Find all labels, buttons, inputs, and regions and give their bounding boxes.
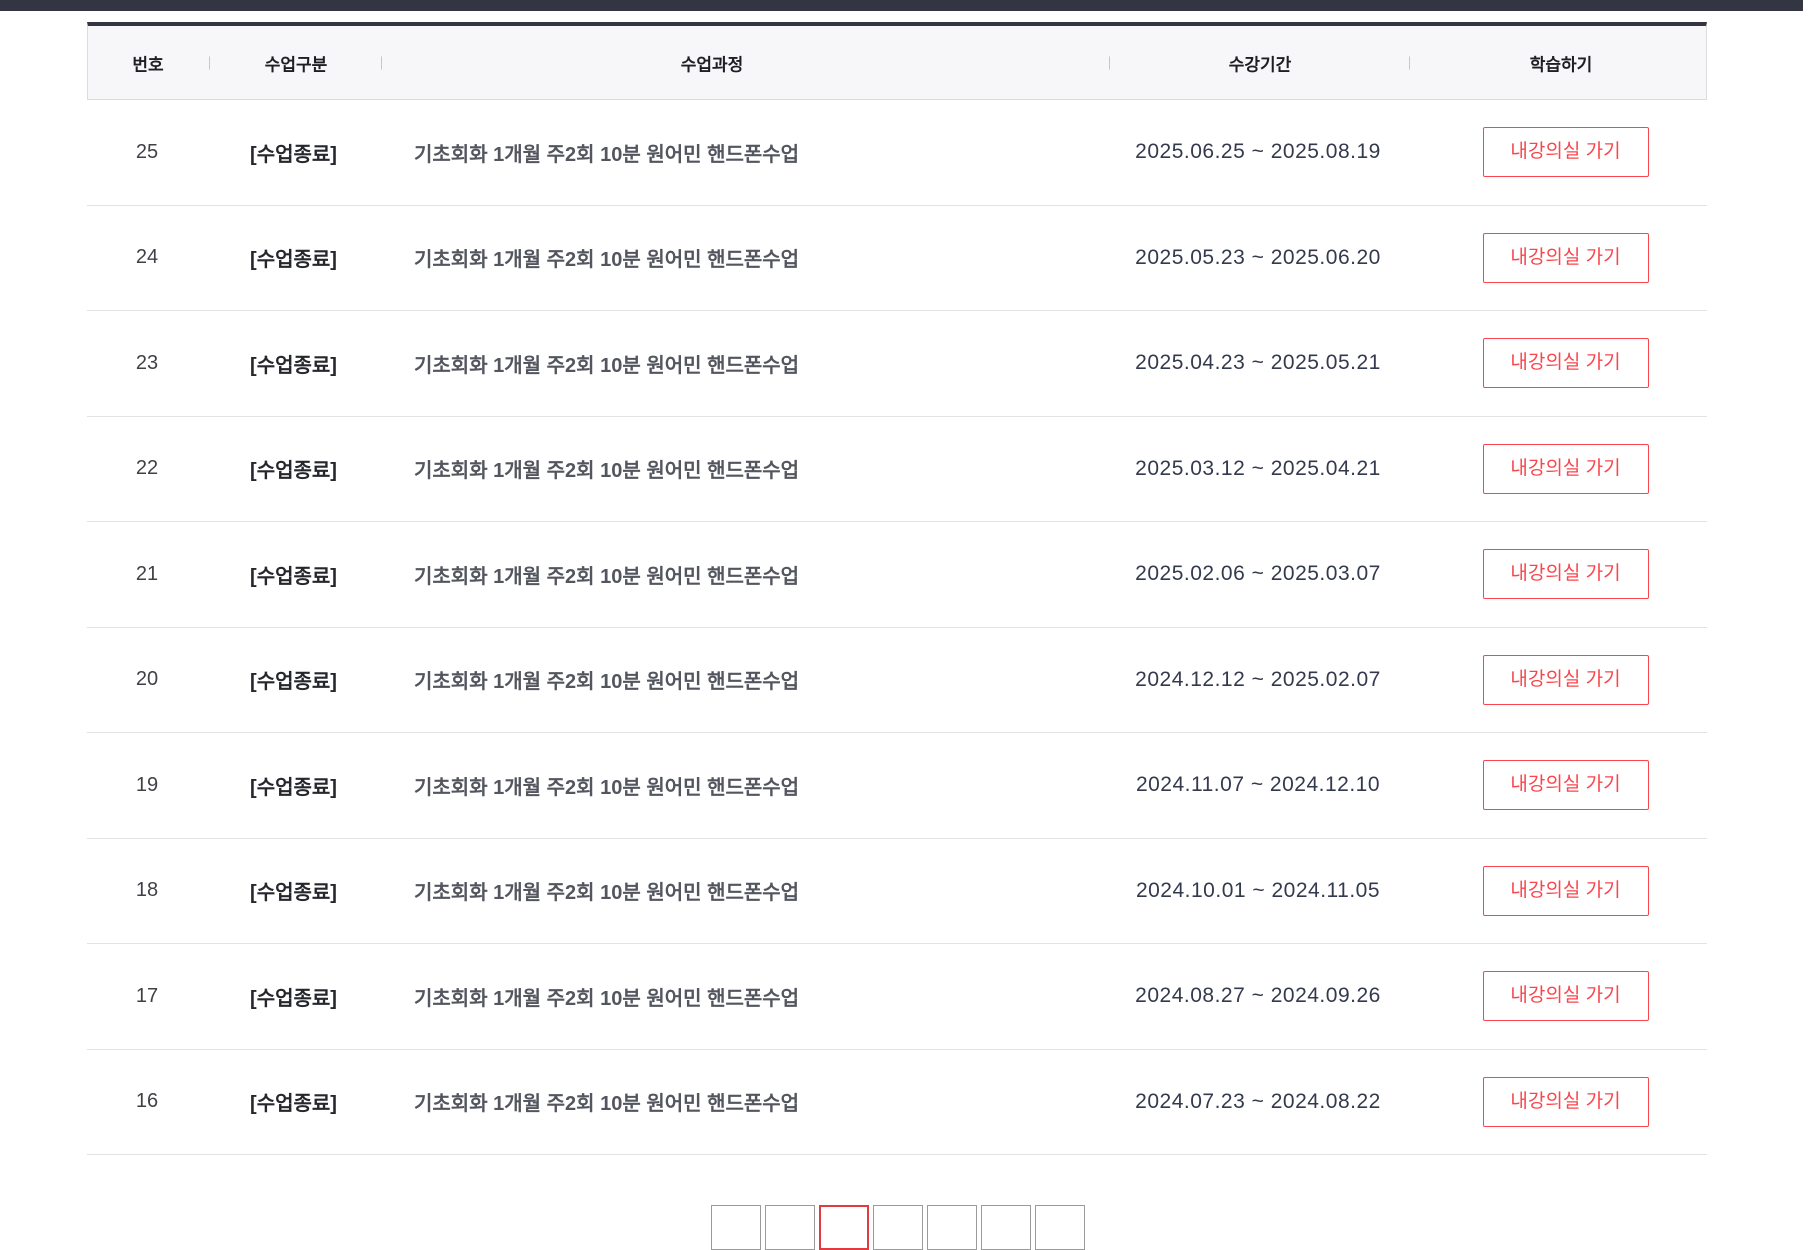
row-class-type: [수업종료]: [250, 671, 337, 694]
table-body: 25 [수업종료] 기초회화 1개월 주2회 10분 원어민 핸드폰수업 202…: [87, 100, 1707, 1155]
row-period: 2024.07.23 ~ 2024.08.22: [1135, 1089, 1381, 1113]
header-divider: [209, 56, 210, 69]
go-classroom-button[interactable]: 내강의실 가기: [1482, 971, 1649, 1022]
header-divider: [1409, 56, 1410, 69]
row-class-type: [수업종료]: [250, 987, 337, 1010]
header-divider: [381, 56, 382, 69]
row-class-type: [수업종료]: [250, 354, 337, 377]
header-course: 수업과정: [680, 55, 744, 74]
go-classroom-button[interactable]: 내강의실 가기: [1482, 549, 1649, 600]
table-row: 21 [수업종료] 기초회화 1개월 주2회 10분 원어민 핸드폰수업 202…: [87, 522, 1707, 628]
row-class-type: [수업종료]: [250, 776, 337, 799]
row-period: 2024.10.01 ~ 2024.11.05: [1135, 878, 1381, 902]
pagination-item[interactable]: [873, 1205, 923, 1250]
row-period: 2025.04.23 ~ 2025.05.21: [1135, 351, 1381, 375]
table-row: 23 [수업종료] 기초회화 1개월 주2회 10분 원어민 핸드폰수업 202…: [87, 311, 1707, 417]
table-row: 16 [수업종료] 기초회화 1개월 주2회 10분 원어민 핸드폰수업 202…: [87, 1049, 1707, 1155]
row-course-title: 기초회화 1개월 주2회 10분 원어민 핸드폰수업: [414, 460, 800, 483]
row-period: 2024.08.27 ~ 2024.09.26: [1135, 984, 1381, 1008]
row-course-title: 기초회화 1개월 주2회 10분 원어민 핸드폰수업: [414, 882, 800, 905]
row-period: 2025.05.23 ~ 2025.06.20: [1135, 245, 1381, 269]
row-course-title: 기초회화 1개월 주2회 10분 원어민 핸드폰수업: [414, 987, 800, 1010]
row-class-type: [수업종료]: [250, 565, 337, 588]
go-classroom-button[interactable]: 내강의실 가기: [1482, 127, 1649, 178]
row-course-title: 기초회화 1개월 주2회 10분 원어민 핸드폰수업: [414, 143, 800, 166]
top-nav-bar: [0, 0, 1803, 11]
table-row: 18 [수업종료] 기초회화 1개월 주2회 10분 원어민 핸드폰수업 202…: [87, 838, 1707, 944]
row-number: 17: [135, 984, 159, 1007]
row-number: 23: [135, 351, 159, 374]
row-course-title: 기초회화 1개월 주2회 10분 원어민 핸드폰수업: [414, 249, 800, 272]
row-period: 2024.12.12 ~ 2025.02.07: [1135, 667, 1381, 691]
table-header-row: 번호 수업구분 수업과정 수강기간 학습하기: [87, 22, 1707, 100]
table-row: 25 [수업종료] 기초회화 1개월 주2회 10분 원어민 핸드폰수업 202…: [87, 100, 1707, 206]
row-period: 2025.02.06 ~ 2025.03.07: [1135, 562, 1381, 586]
header-divider: [1109, 56, 1110, 69]
pagination-item[interactable]: [927, 1205, 977, 1250]
pagination-item[interactable]: [765, 1205, 815, 1250]
pagination-item[interactable]: [1035, 1205, 1085, 1250]
row-number: 21: [135, 562, 159, 585]
pagination-item[interactable]: [711, 1205, 761, 1250]
table-row: 20 [수업종료] 기초회화 1개월 주2회 10분 원어민 핸드폰수업 202…: [87, 627, 1707, 733]
row-number: 20: [135, 668, 159, 691]
table-row: 22 [수업종료] 기초회화 1개월 주2회 10분 원어민 핸드폰수업 202…: [87, 416, 1707, 522]
go-classroom-button[interactable]: 내강의실 가기: [1482, 1076, 1649, 1127]
row-course-title: 기초회화 1개월 주2회 10분 원어민 핸드폰수업: [414, 776, 800, 799]
header-learn: 학습하기: [1529, 55, 1593, 74]
course-history-table: 번호 수업구분 수업과정 수강기간 학습하기 25 [수업종료] 기초회화 1개…: [87, 22, 1707, 1155]
go-classroom-button[interactable]: 내강의실 가기: [1482, 760, 1649, 811]
header-class-type: 수업구분: [264, 55, 328, 74]
row-period: 2025.03.12 ~ 2025.04.21: [1135, 456, 1381, 480]
row-class-type: [수업종료]: [250, 460, 337, 483]
row-course-title: 기초회화 1개월 주2회 10분 원어민 핸드폰수업: [414, 671, 800, 694]
row-period: 2025.06.25 ~ 2025.08.19: [1135, 140, 1381, 164]
pagination: [711, 1205, 1085, 1250]
row-class-type: [수업종료]: [250, 1093, 337, 1116]
header-period: 수강기간: [1228, 55, 1292, 74]
row-course-title: 기초회화 1개월 주2회 10분 원어민 핸드폰수업: [414, 565, 800, 588]
row-period: 2024.11.07 ~ 2024.12.10: [1135, 773, 1381, 797]
row-number: 25: [135, 140, 159, 163]
table-row: 19 [수업종료] 기초회화 1개월 주2회 10분 원어민 핸드폰수업 202…: [87, 733, 1707, 839]
row-number: 22: [135, 457, 159, 480]
row-number: 24: [135, 246, 159, 269]
go-classroom-button[interactable]: 내강의실 가기: [1482, 865, 1649, 916]
header-number: 번호: [132, 55, 164, 74]
row-class-type: [수업종료]: [250, 143, 337, 166]
table-row: 24 [수업종료] 기초회화 1개월 주2회 10분 원어민 핸드폰수업 202…: [87, 205, 1707, 311]
go-classroom-button[interactable]: 내강의실 가기: [1482, 654, 1649, 705]
go-classroom-button[interactable]: 내강의실 가기: [1482, 338, 1649, 389]
go-classroom-button[interactable]: 내강의실 가기: [1482, 232, 1649, 283]
table-row: 17 [수업종료] 기초회화 1개월 주2회 10분 원어민 핸드폰수업 202…: [87, 944, 1707, 1050]
pagination-item[interactable]: [819, 1205, 869, 1250]
row-number: 16: [135, 1090, 159, 1113]
row-course-title: 기초회화 1개월 주2회 10분 원어민 핸드폰수업: [414, 354, 800, 377]
row-number: 19: [135, 773, 159, 796]
pagination-item[interactable]: [981, 1205, 1031, 1250]
go-classroom-button[interactable]: 내강의실 가기: [1482, 443, 1649, 494]
row-class-type: [수업종료]: [250, 882, 337, 905]
row-number: 18: [135, 879, 159, 902]
row-class-type: [수업종료]: [250, 249, 337, 272]
row-course-title: 기초회화 1개월 주2회 10분 원어민 핸드폰수업: [414, 1093, 800, 1116]
